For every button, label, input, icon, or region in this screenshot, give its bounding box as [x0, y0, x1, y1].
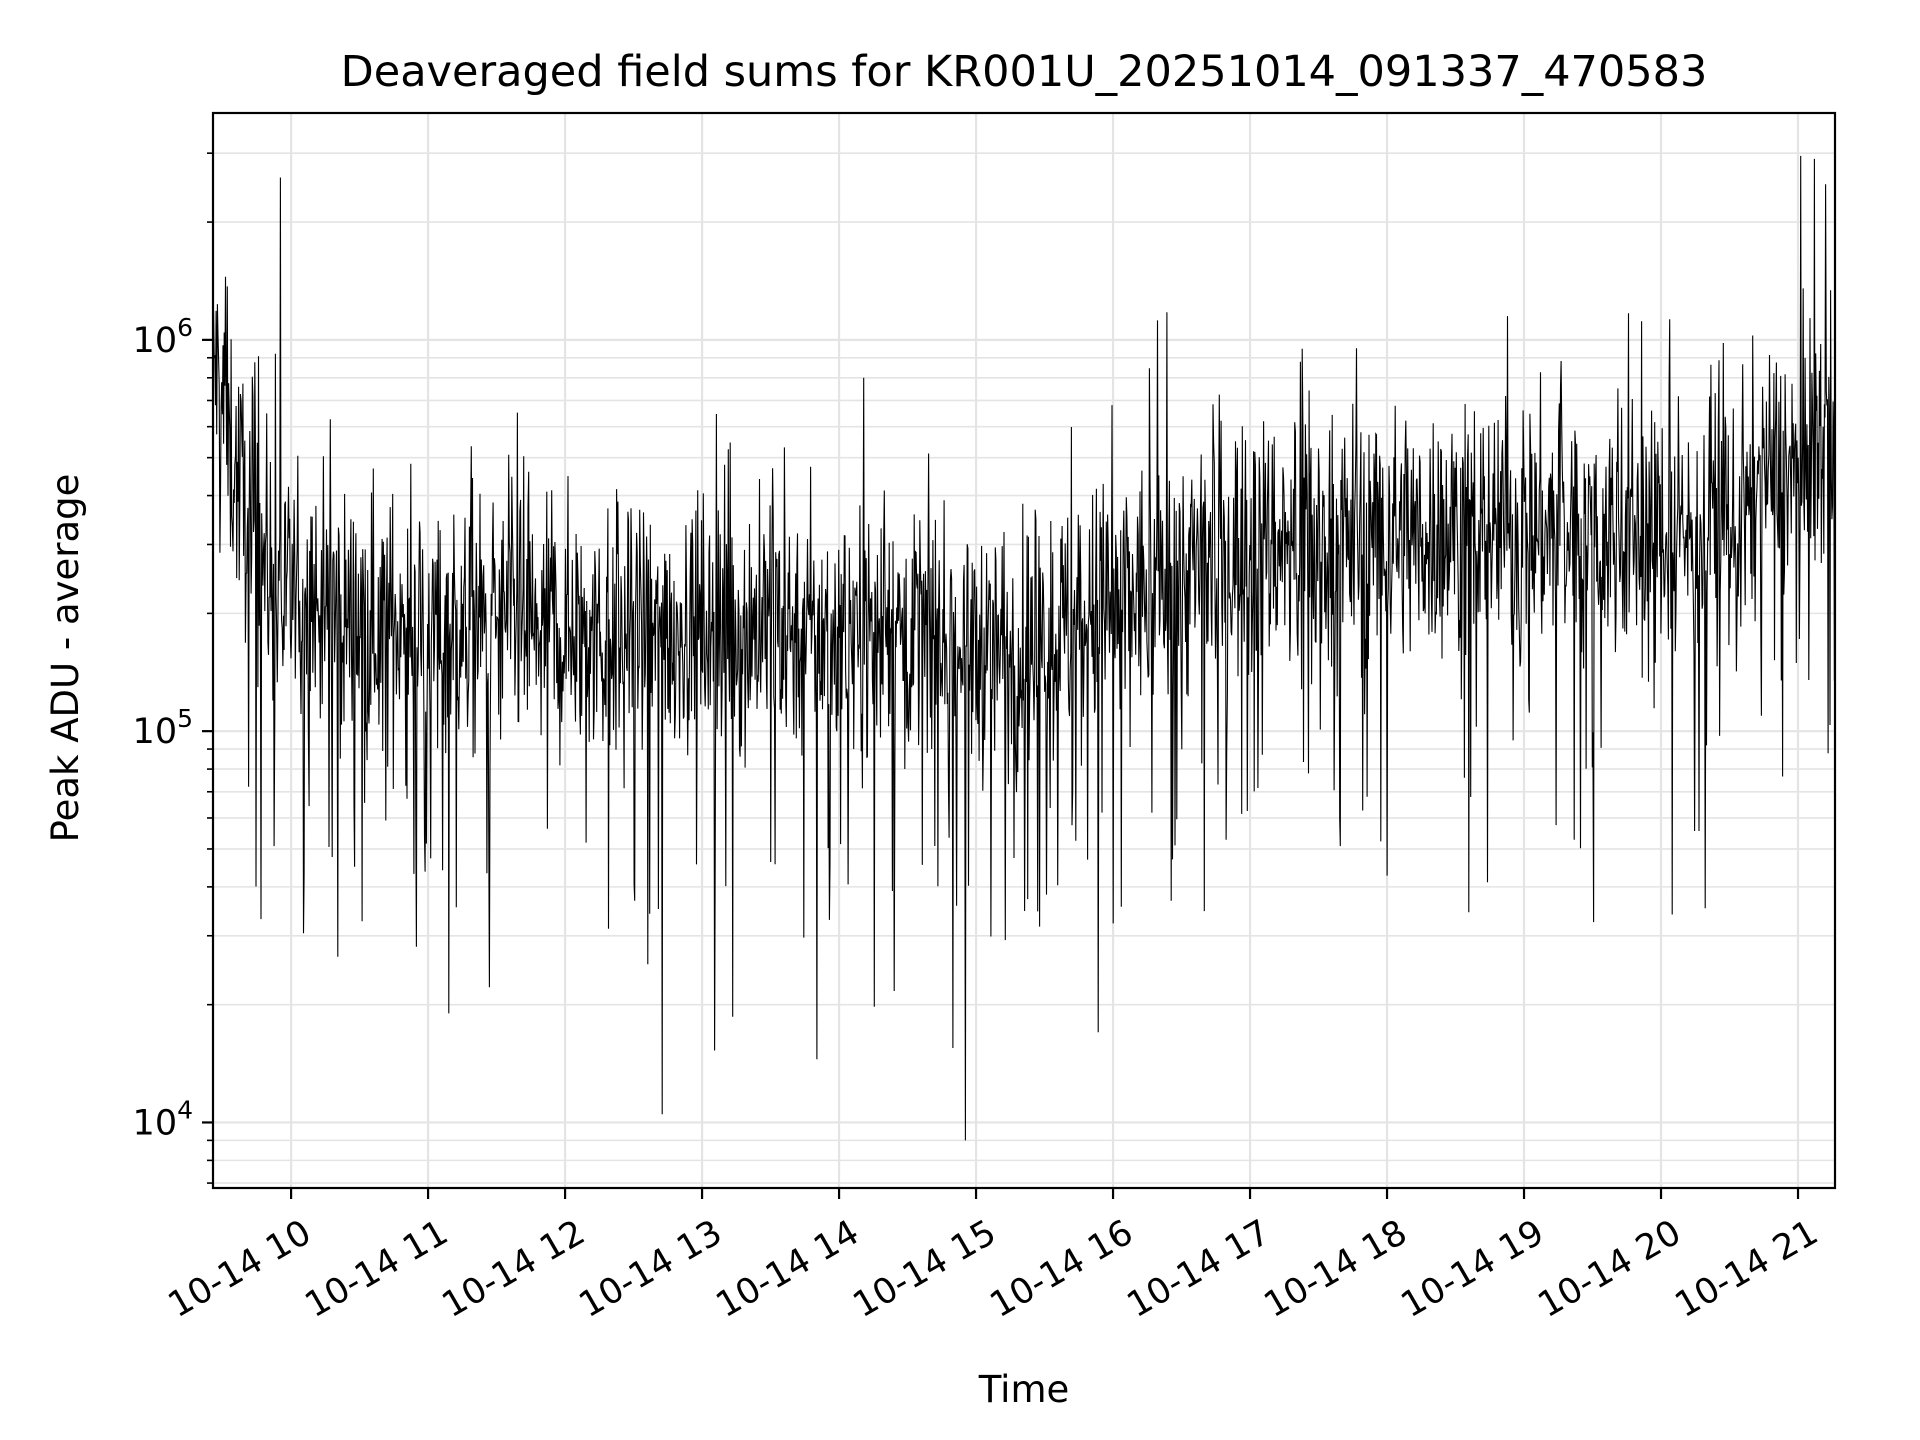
y-axis: 104 105 106 — [133, 152, 213, 1184]
chart-title: Deaveraged field sums for KR001U_2025101… — [341, 47, 1708, 97]
data-series — [212, 155, 1836, 1141]
y-tick-label: 105 — [133, 704, 193, 752]
y-tick-label: 106 — [133, 313, 193, 361]
series-line — [212, 155, 1836, 1141]
y-tick-label: 104 — [133, 1095, 193, 1143]
plot-frame — [211, 111, 1837, 1190]
y-axis-label: Peak ADU - average — [44, 474, 87, 843]
x-axis-label: Time — [978, 1368, 1070, 1411]
